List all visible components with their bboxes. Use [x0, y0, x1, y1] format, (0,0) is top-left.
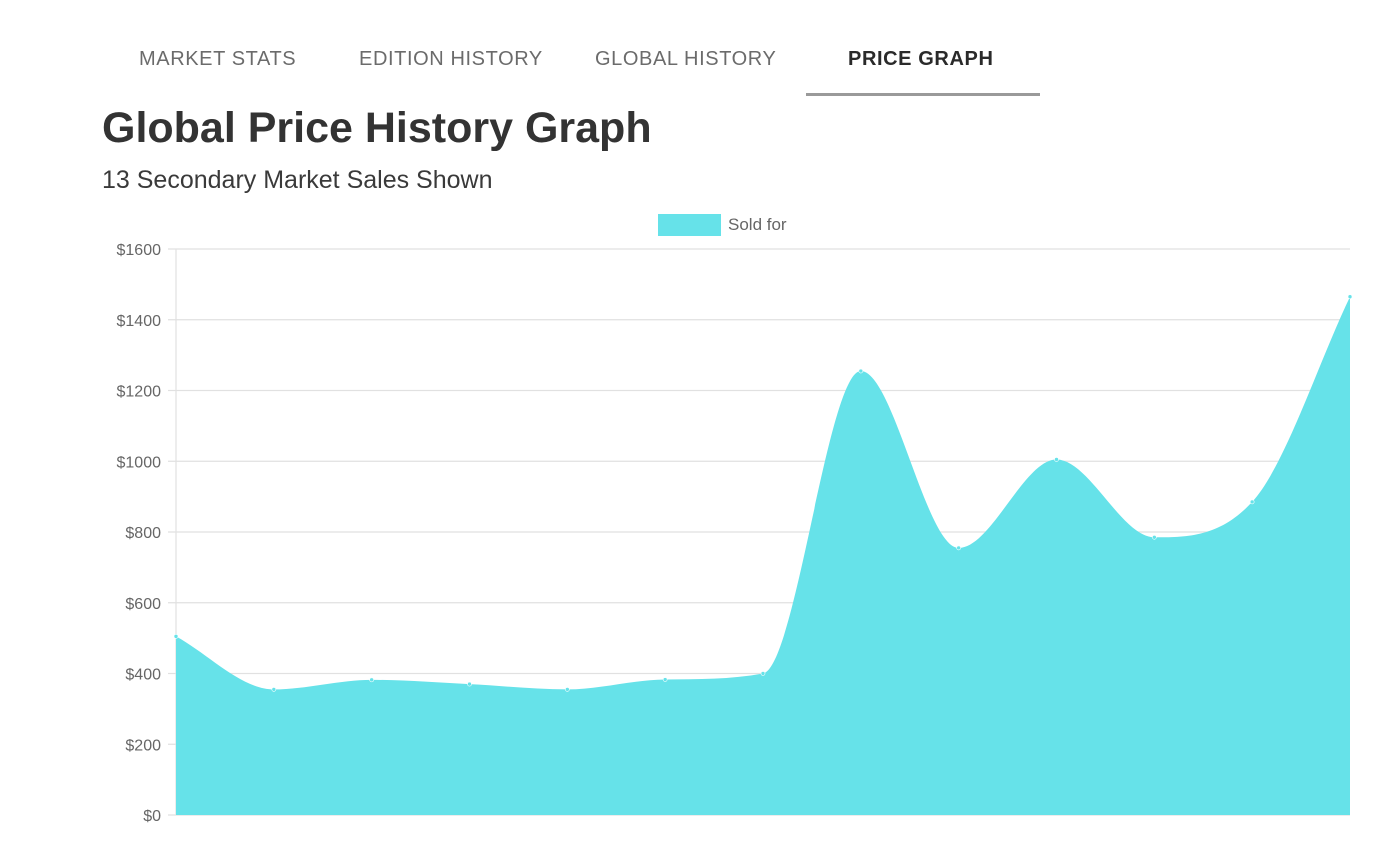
- y-tick-label: $400: [125, 667, 161, 684]
- tab-price-graph[interactable]: PRICE GRAPH: [848, 48, 994, 70]
- legend-label: Sold for: [728, 215, 787, 234]
- y-tick-label: $0: [143, 808, 161, 825]
- legend-swatch: [658, 214, 721, 236]
- page-title: Global Price History Graph: [102, 104, 652, 152]
- tab-market-stats[interactable]: MARKET STATS: [139, 48, 297, 70]
- y-tick-label: $1000: [117, 454, 162, 471]
- data-point[interactable]: [565, 687, 570, 692]
- y-tick-label: $600: [125, 596, 161, 613]
- y-tick-label: $1400: [117, 313, 162, 330]
- sold-for-area: [176, 296, 1350, 816]
- data-point[interactable]: [1347, 294, 1353, 300]
- y-tick-label: $800: [125, 525, 161, 542]
- data-point[interactable]: [956, 545, 961, 551]
- page-subtitle: 13 Secondary Market Sales Shown: [102, 166, 493, 194]
- data-point[interactable]: [1249, 499, 1255, 505]
- tab-global-history[interactable]: GLOBAL HISTORY: [595, 48, 777, 70]
- sold-for-points: [173, 294, 1353, 692]
- data-point[interactable]: [858, 368, 864, 374]
- active-tab-indicator: [806, 93, 1040, 96]
- y-tick-label: $200: [125, 737, 161, 754]
- data-point[interactable]: [271, 687, 277, 692]
- y-axis-ticks: $0 $200 $400 $600 $800 $1000 $1200 $1400 $1600: [117, 242, 162, 825]
- data-point[interactable]: [1054, 457, 1059, 462]
- data-point[interactable]: [1152, 535, 1157, 540]
- y-tick-label: $1200: [117, 384, 162, 401]
- data-point[interactable]: [662, 677, 668, 682]
- tab-edition-history[interactable]: EDITION HISTORY: [359, 48, 543, 70]
- data-point[interactable]: [467, 681, 472, 687]
- data-point[interactable]: [173, 634, 179, 639]
- y-tick-label: $1600: [117, 242, 162, 259]
- tab-bar: MARKET STATS EDITION HISTORY GLOBAL HIST…: [0, 0, 1400, 100]
- data-point[interactable]: [369, 677, 374, 683]
- data-point[interactable]: [760, 671, 766, 676]
